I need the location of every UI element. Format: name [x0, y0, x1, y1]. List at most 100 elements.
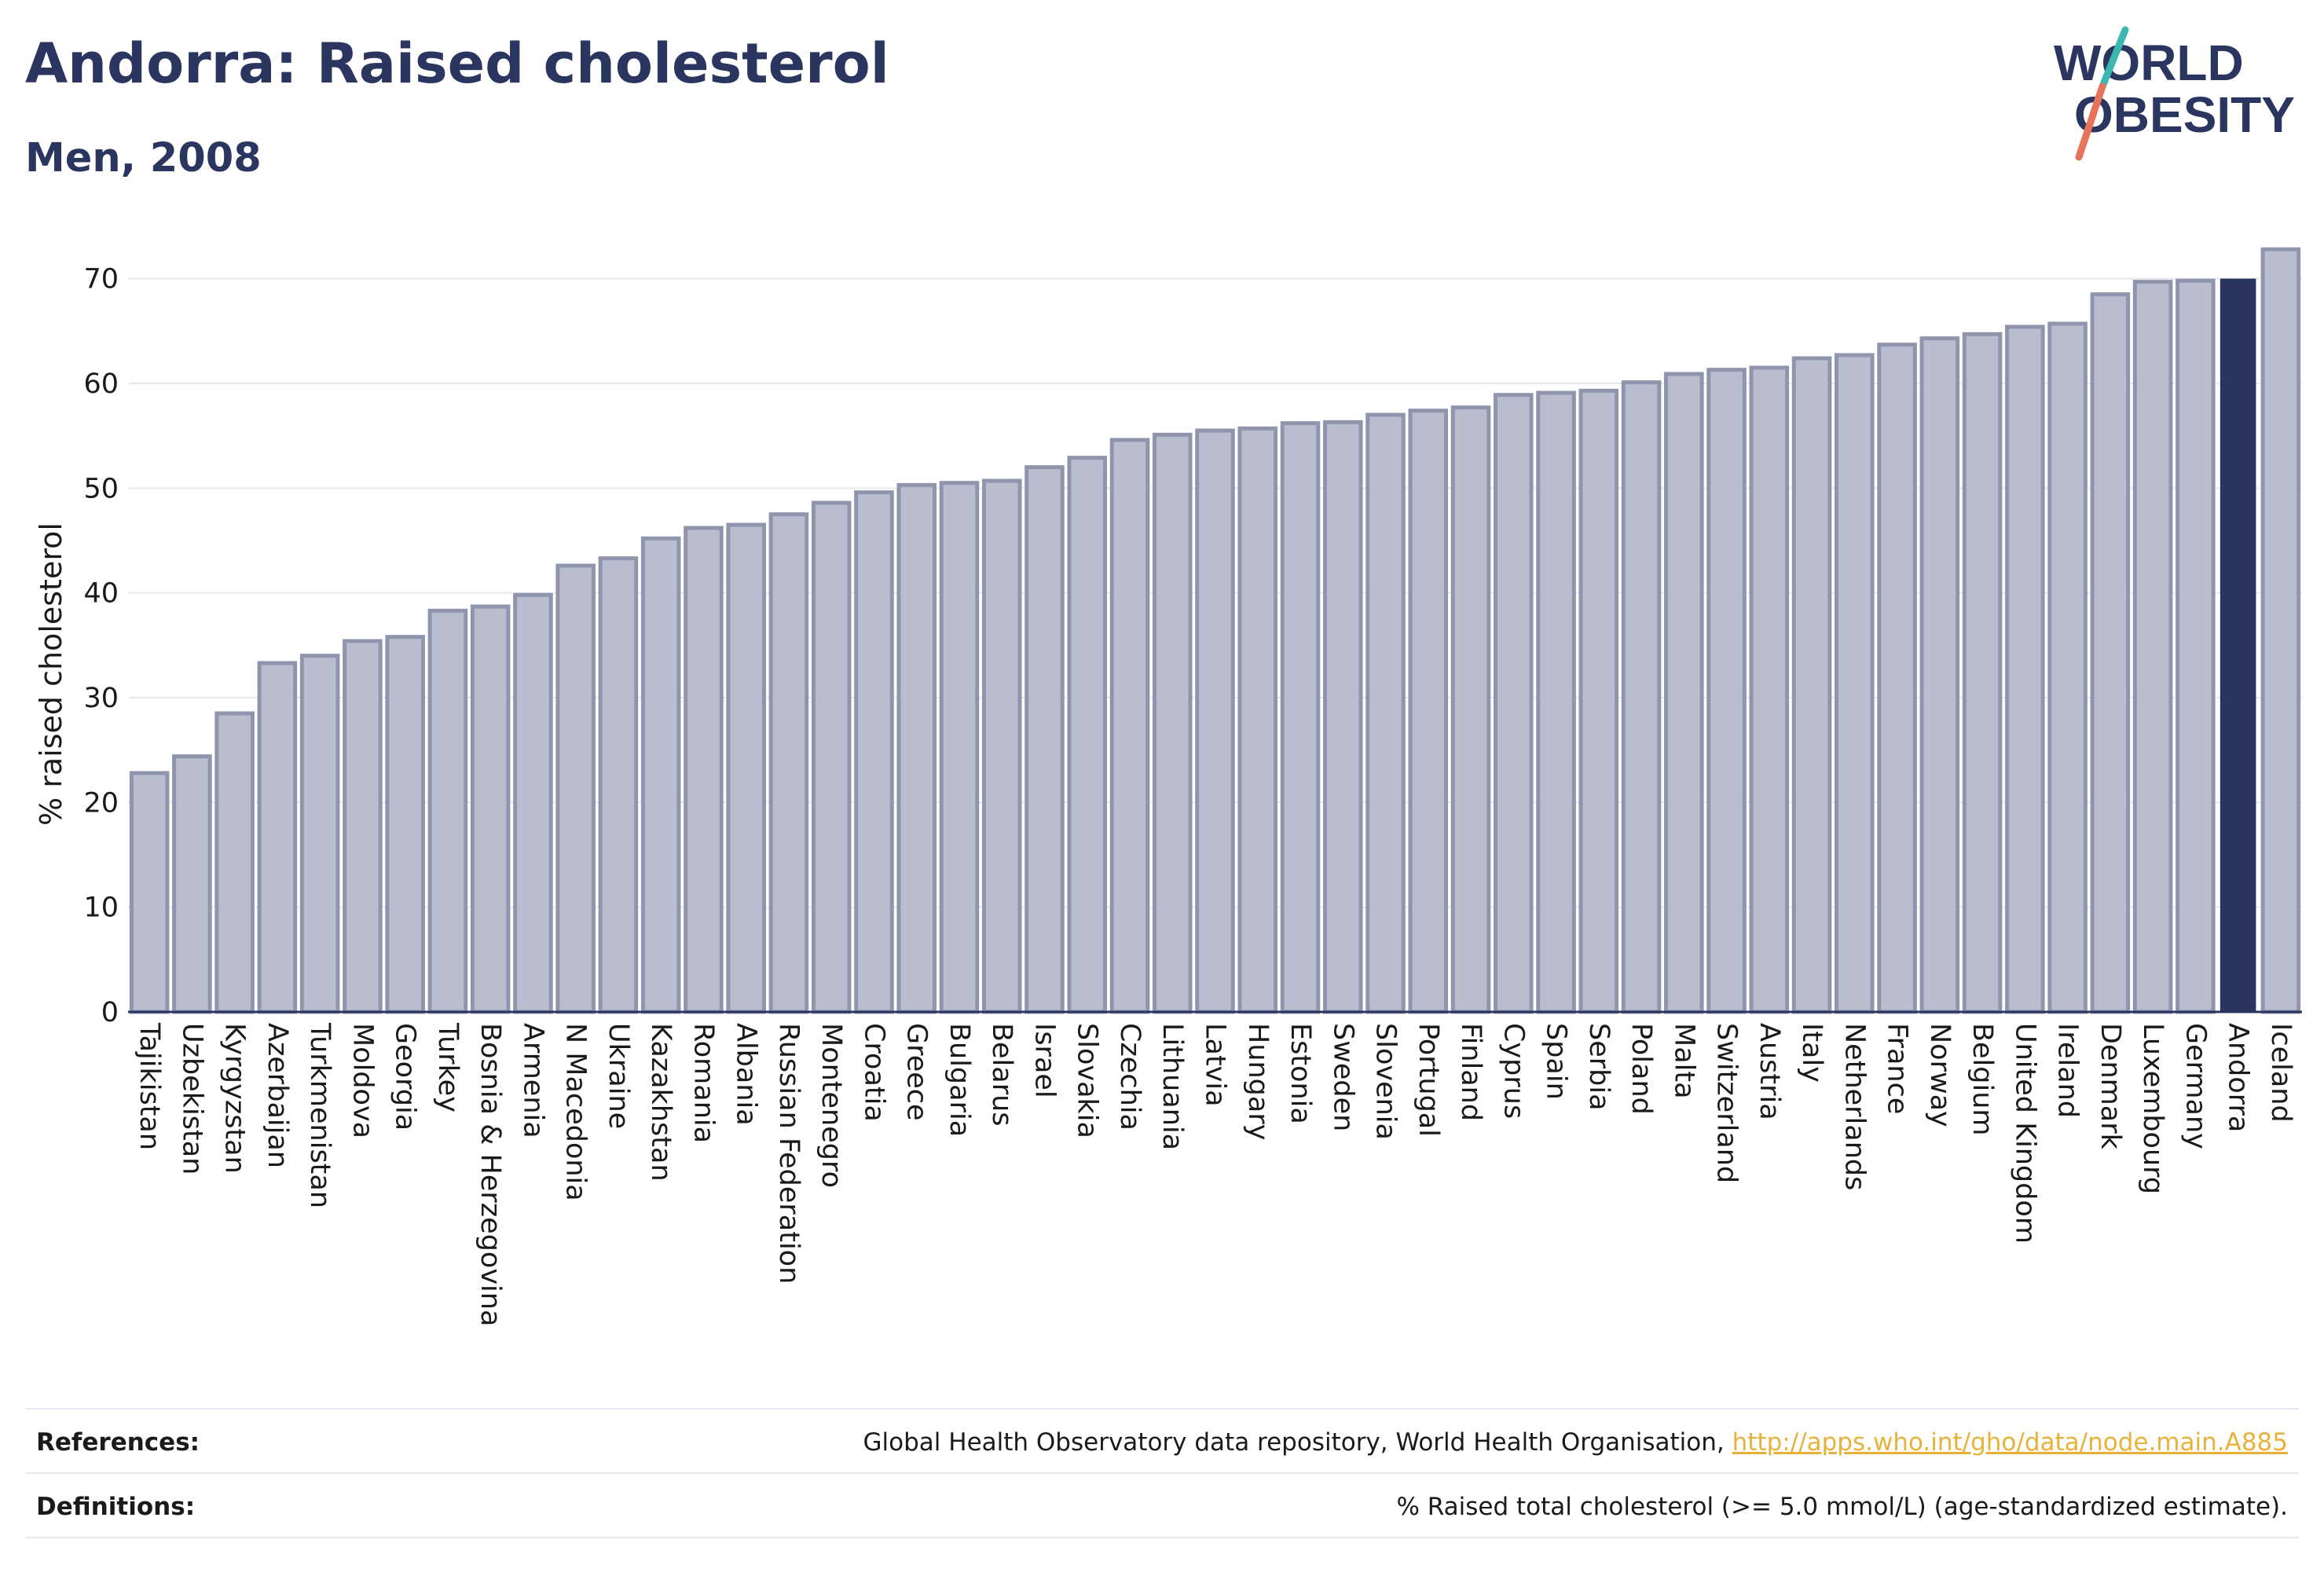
- x-tick-label: United Kingdom: [2009, 1023, 2040, 1244]
- x-tick-label: Armenia: [517, 1023, 548, 1138]
- x-tick-label: Estonia: [1285, 1023, 1316, 1124]
- bar: [1109, 438, 1150, 1014]
- logo-slash-red: [2075, 82, 2106, 161]
- x-tick-label: Portugal: [1413, 1023, 1444, 1137]
- x-tick-label: Slovakia: [1072, 1023, 1103, 1138]
- x-tick-label: Hungary: [1242, 1023, 1274, 1140]
- bar: [1749, 365, 1790, 1014]
- bar: [470, 604, 511, 1014]
- references-link[interactable]: http://apps.who.int/gho/data/node.main.A…: [1732, 1428, 2288, 1457]
- y-tick-label: 30: [83, 683, 119, 714]
- bar: [684, 526, 724, 1014]
- y-tick-label: 0: [101, 997, 119, 1028]
- bar: [1450, 405, 1491, 1014]
- x-tick-label: Georgia: [390, 1023, 421, 1131]
- x-tick-label: Ukraine: [603, 1023, 634, 1129]
- bar: [1408, 409, 1449, 1014]
- bar: [768, 512, 809, 1014]
- bar: [555, 563, 596, 1014]
- x-tick-label: Bosnia & Herzegovina: [475, 1023, 506, 1326]
- x-tick-label: Finland: [1455, 1023, 1486, 1121]
- bar: [427, 608, 468, 1014]
- bar: [214, 711, 255, 1014]
- x-tick-label: Azerbaijan: [262, 1023, 293, 1168]
- references-label: References:: [36, 1428, 200, 1457]
- x-tick-label: Poland: [1626, 1023, 1657, 1115]
- x-tick-label: Uzbekistan: [176, 1023, 207, 1175]
- x-tick-label: Andorra: [2223, 1023, 2254, 1132]
- x-tick-label: Lithuania: [1157, 1023, 1188, 1150]
- x-tick-label: Luxembourg: [2137, 1023, 2168, 1194]
- bar: [811, 500, 852, 1014]
- bar: [1706, 368, 1747, 1014]
- bar: [2260, 247, 2301, 1014]
- x-tick-label: Sweden: [1327, 1023, 1358, 1131]
- bar: [854, 490, 894, 1014]
- bar: [1322, 420, 1363, 1014]
- bar: [2090, 292, 2131, 1014]
- bar: [2132, 280, 2173, 1014]
- x-tick-label: Ireland: [2052, 1023, 2084, 1118]
- x-tick-label: Italy: [1796, 1023, 1827, 1083]
- bar: [385, 635, 425, 1014]
- bar: [1919, 336, 1960, 1014]
- bar: [1536, 390, 1576, 1014]
- y-tick-label: 60: [83, 368, 119, 400]
- x-tick-label: Russian Federation: [773, 1023, 805, 1284]
- bar: [2176, 278, 2216, 1014]
- x-tick-label: Spain: [1541, 1023, 1572, 1100]
- x-tick-label: N Macedonia: [560, 1023, 592, 1201]
- footer-divider-middle: [25, 1472, 2299, 1474]
- tick-labels: 0 10 20 30 40 50 60 70 Tajikistan Uzbekistan Kyrgy…: [83, 264, 2296, 1327]
- references-text: Global Health Observatory data repositor…: [863, 1428, 2288, 1457]
- x-tick-label: Czechia: [1114, 1023, 1146, 1131]
- bar: [1152, 432, 1193, 1014]
- bar-chart: 0 10 20 30 40 50 60 70 Tajikistan Uzbekistan Kyrgy…: [34, 247, 2302, 1327]
- bar-highlight: [2220, 278, 2256, 1013]
- bar: [2047, 321, 2088, 1014]
- y-tick-label: 20: [83, 787, 119, 819]
- x-tick-label: Turkey: [432, 1022, 464, 1112]
- y-tick-label: 10: [83, 892, 119, 924]
- references-source: Global Health Observatory data repositor…: [863, 1428, 1732, 1457]
- page-subtitle: Men, 2008: [25, 135, 262, 181]
- bar: [640, 536, 681, 1014]
- x-tick-label: Montenegro: [816, 1023, 847, 1188]
- x-tick-label: Iceland: [2265, 1023, 2297, 1123]
- bar: [299, 654, 340, 1014]
- x-tick-label: Norway: [1924, 1023, 1956, 1127]
- bar: [1493, 393, 1534, 1014]
- footer-divider-bottom: [25, 1537, 2299, 1538]
- bar: [726, 522, 766, 1014]
- x-tick-label: Cyprus: [1497, 1023, 1529, 1119]
- logo-text-line1: WORLD: [2054, 35, 2244, 91]
- x-tick-label: Kyrgyzstan: [219, 1023, 251, 1174]
- x-tick-label: Bulgaria: [944, 1023, 975, 1137]
- bar: [981, 478, 1022, 1014]
- x-tick-label: Romania: [687, 1023, 719, 1143]
- x-tick-label: Switzerland: [1711, 1023, 1743, 1183]
- x-tick-label: Serbia: [1583, 1023, 1615, 1111]
- y-tick-label: 70: [83, 264, 119, 295]
- footer-divider-top: [25, 1408, 2299, 1409]
- bar: [939, 481, 980, 1014]
- bar: [343, 639, 383, 1014]
- world-obesity-logo: WORLD OBESITY: [2054, 26, 2295, 161]
- bar: [1835, 353, 1875, 1014]
- x-tick-label: Turkmenistan: [304, 1022, 335, 1208]
- x-tick-label: Israel: [1028, 1023, 1060, 1098]
- x-tick-label: Denmark: [2095, 1023, 2126, 1150]
- x-tick-label: Belgium: [1967, 1023, 1998, 1136]
- x-tick-label: Latvia: [1200, 1023, 1231, 1107]
- bar: [1578, 388, 1619, 1014]
- x-tick-label: Tajikistan: [134, 1022, 165, 1150]
- bar: [513, 592, 553, 1014]
- logo-slash-teal: [2099, 26, 2129, 90]
- bar: [1365, 412, 1406, 1014]
- bar: [1877, 343, 1917, 1014]
- x-tick-label: Germany: [2179, 1023, 2211, 1149]
- bar: [1195, 428, 1235, 1014]
- y-tick-label: 40: [83, 578, 119, 610]
- x-tick-label: Slovenia: [1370, 1023, 1402, 1140]
- bar: [1621, 380, 1662, 1014]
